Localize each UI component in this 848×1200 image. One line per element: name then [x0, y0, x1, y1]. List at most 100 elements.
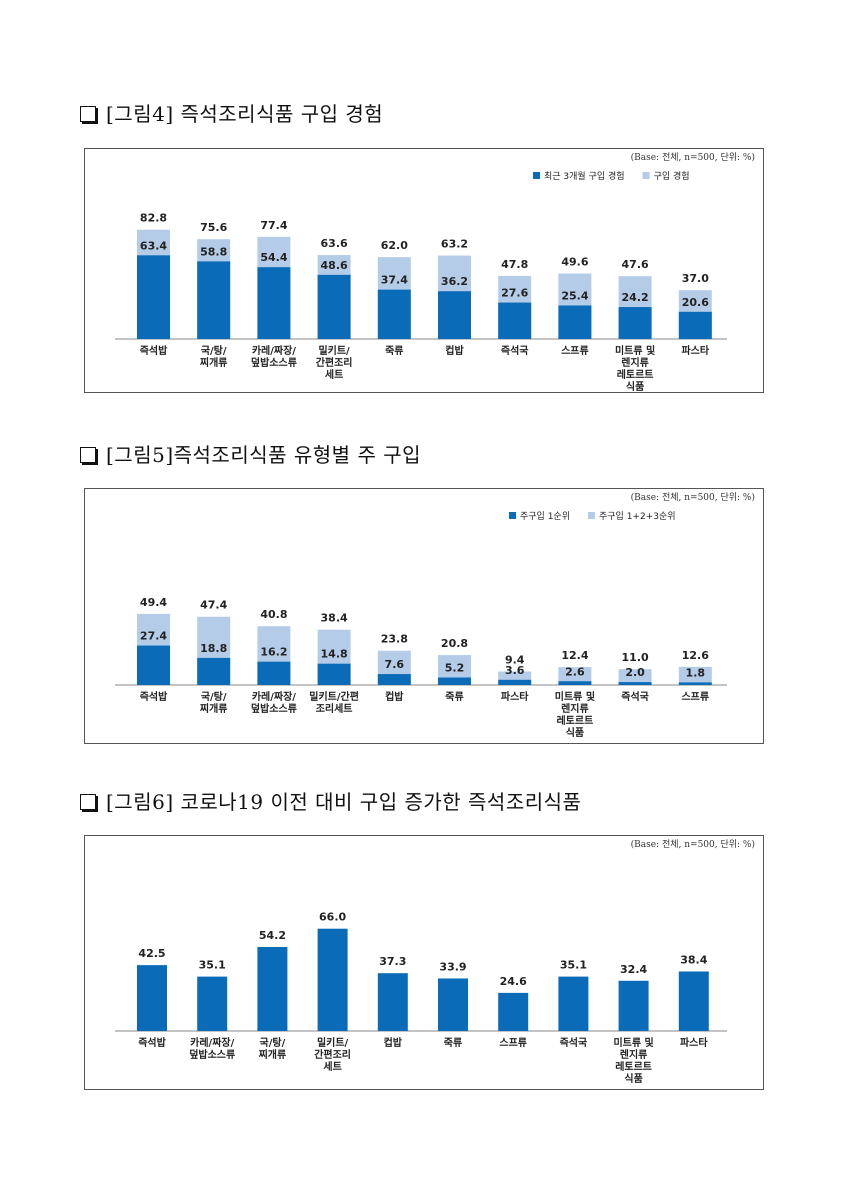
bar-top	[498, 679, 532, 685]
data-label: 24.6	[500, 975, 527, 988]
category-label: 파스타	[681, 344, 709, 357]
bar-top	[317, 274, 351, 339]
data-label-top: 24.2	[622, 291, 649, 304]
category-label: 스프류	[561, 345, 589, 357]
category-label: 스프류	[499, 1037, 527, 1049]
bar-top	[618, 307, 652, 339]
section-title-fig4: [그림4] 즉석조리식품 구입 경험	[80, 98, 383, 127]
legend-swatch	[588, 512, 595, 519]
data-label: 66.0	[319, 911, 346, 924]
checkbox-icon	[80, 794, 96, 810]
data-label-top: 36.2	[441, 275, 468, 288]
bar-top	[558, 681, 592, 685]
chart-fig5: (Base: 전체, n=500, 단위: %) 주구입 1순위 주구입 1+2+3…	[84, 488, 764, 744]
checkbox-icon	[80, 106, 96, 122]
data-label-total: 75.6	[200, 221, 227, 234]
data-label-total: 82.8	[140, 212, 167, 225]
data-label-total: 77.4	[260, 219, 287, 232]
data-label-total: 23.8	[381, 633, 408, 646]
bar-top	[317, 663, 351, 685]
bar-top	[137, 255, 170, 339]
data-label-total: 49.6	[561, 256, 588, 269]
section-title-text: [그림4] 즉석조리식품 구입 경험	[106, 102, 384, 126]
data-label-total: 47.6	[622, 258, 649, 271]
bar	[197, 976, 228, 1031]
category-label: 죽류	[444, 1037, 462, 1049]
data-label-top: 5.2	[445, 662, 465, 675]
legend-label: 구입 경험	[654, 170, 690, 182]
legend-item: 최근 3개월 구입 경험	[533, 170, 625, 182]
data-label-top: 20.6	[682, 296, 709, 309]
category-label: 즉석밥	[138, 1036, 166, 1049]
chart-fig4: (Base: 전체, n=500, 단위: %) 최근 3개월 구입 경험 구입 경…	[84, 148, 764, 393]
data-label-top: 37.4	[381, 274, 408, 287]
data-label-total: 11.0	[622, 651, 649, 664]
bar-total	[558, 667, 592, 685]
data-label-top: 7.6	[385, 658, 405, 671]
bar	[317, 928, 348, 1031]
chart-fig5-svg: (Base: 전체, n=500, 단위: %) 주구입 1순위 주구입 1+2+3…	[115, 492, 755, 739]
bar-top	[438, 291, 471, 339]
category-label: 카레/짜장/덮밥소스류	[251, 690, 297, 715]
category-label: 즉석국	[560, 1036, 588, 1049]
data-label-top: 48.6	[321, 259, 348, 272]
data-label-top: 2.0	[625, 666, 645, 679]
data-label-total: 37.0	[682, 272, 709, 285]
category-label: 컵밥	[384, 1036, 403, 1049]
chart-fig6-svg: (Base: 전체, n=500, 단위: %) 42.5 즉석밥 35.1 카레/짜장…	[115, 839, 755, 1085]
chart-fig6: (Base: 전체, n=500, 단위: %) 42.5 즉석밥 35.1 카레/짜장…	[84, 835, 764, 1090]
bar	[558, 976, 589, 1031]
legend-item: 구입 경험	[642, 170, 690, 182]
data-label: 32.4	[620, 963, 647, 976]
section-title-fig5: [그림5]즉석조리식품 유형별 주 구입	[80, 439, 421, 468]
bar-top	[438, 677, 471, 685]
legend-swatch	[642, 172, 650, 179]
data-label: 35.1	[199, 959, 226, 972]
bar	[618, 980, 649, 1031]
bar-top	[678, 311, 712, 339]
data-label-top: 63.4	[140, 239, 167, 252]
bar-total	[678, 666, 712, 685]
data-label-top: 18.8	[200, 642, 227, 655]
bar	[377, 973, 408, 1031]
bar-top	[257, 661, 291, 685]
legend-label: 주구입 1순위	[520, 510, 570, 522]
category-label: 카레/짜장/덮밥소스류	[189, 1036, 235, 1061]
bar-top	[498, 302, 532, 339]
category-label: 죽류	[445, 691, 463, 703]
bar	[257, 946, 288, 1031]
bar-top	[678, 682, 712, 685]
category-label: 카레/짜장/덮밥소스류	[251, 344, 297, 369]
legend-swatch	[509, 512, 516, 519]
data-label: 35.1	[560, 959, 587, 972]
data-label-total: 40.8	[260, 608, 287, 621]
bar-top	[137, 645, 170, 685]
bar	[137, 965, 167, 1031]
data-label-total: 47.4	[200, 599, 227, 612]
legend-swatch	[533, 172, 540, 179]
category-label: 국/탕/찌개류	[200, 690, 228, 715]
data-label-total: 47.8	[501, 258, 528, 271]
category-label: 미트류 및 렌지류 레토르트 식품	[613, 1036, 653, 1085]
category-label: 파스타	[680, 1036, 708, 1049]
bar	[678, 971, 709, 1031]
category-label: 즉석국	[621, 690, 649, 703]
category-label: 국/탕/찌개류	[200, 344, 228, 369]
legend-item: 주구입 1순위	[509, 510, 570, 522]
base-note: (Base: 전체, n=500, 단위: %)	[631, 152, 755, 163]
legend-item: 주구입 1+2+3순위	[588, 510, 676, 522]
data-label-top: 25.4	[561, 289, 588, 302]
data-label-total: 62.0	[381, 239, 408, 252]
bar-top	[558, 305, 592, 339]
data-label: 37.3	[379, 955, 406, 968]
data-label-total: 49.4	[140, 596, 167, 609]
bar	[438, 978, 468, 1031]
base-note: (Base: 전체, n=500, 단위: %)	[631, 839, 755, 850]
data-label-top: 3.6	[505, 664, 525, 677]
data-label-total: 63.2	[441, 238, 468, 251]
bar-top	[377, 674, 411, 685]
data-label-top: 14.8	[321, 648, 348, 661]
bar-top	[257, 267, 291, 339]
